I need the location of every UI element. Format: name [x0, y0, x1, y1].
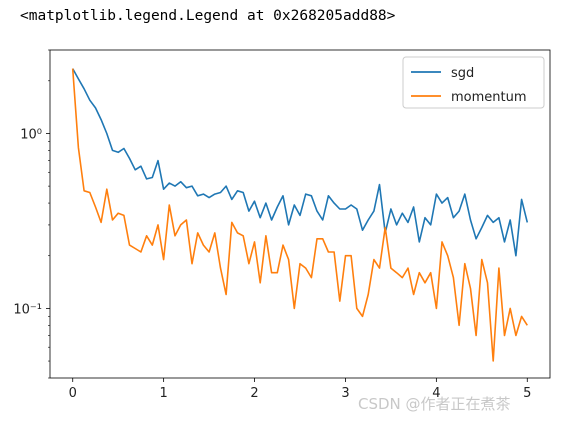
legend: sgd momentum — [402, 56, 545, 109]
axes-frame — [49, 49, 551, 379]
x-tick-label: 0 — [69, 386, 77, 401]
y-tick-label: 10⁰ — [20, 127, 42, 142]
legend-label-sgd: sgd — [451, 66, 474, 81]
series-line-sgd — [72, 68, 529, 257]
plot-area-border — [49, 49, 551, 379]
legend-label-momentum: momentum — [451, 90, 527, 105]
axis-ticks: 0 1 2 3 4 5 10⁰ 10⁻¹ — [13, 49, 531, 401]
x-tick-label: 1 — [159, 386, 167, 401]
x-tick-label: 3 — [341, 386, 349, 401]
series-lines — [71, 68, 529, 362]
y-tick-label: 10⁻¹ — [13, 302, 42, 317]
watermark: CSDN @作者正在煮茶 — [358, 395, 511, 413]
x-tick-label: 2 — [250, 386, 258, 401]
x-tick-label: 5 — [523, 386, 531, 401]
x-tick-label: 4 — [432, 386, 440, 401]
series-line-momentum — [71, 68, 528, 362]
cell-output-text: <matplotlib.legend.Legend at 0x268205add… — [20, 8, 396, 24]
